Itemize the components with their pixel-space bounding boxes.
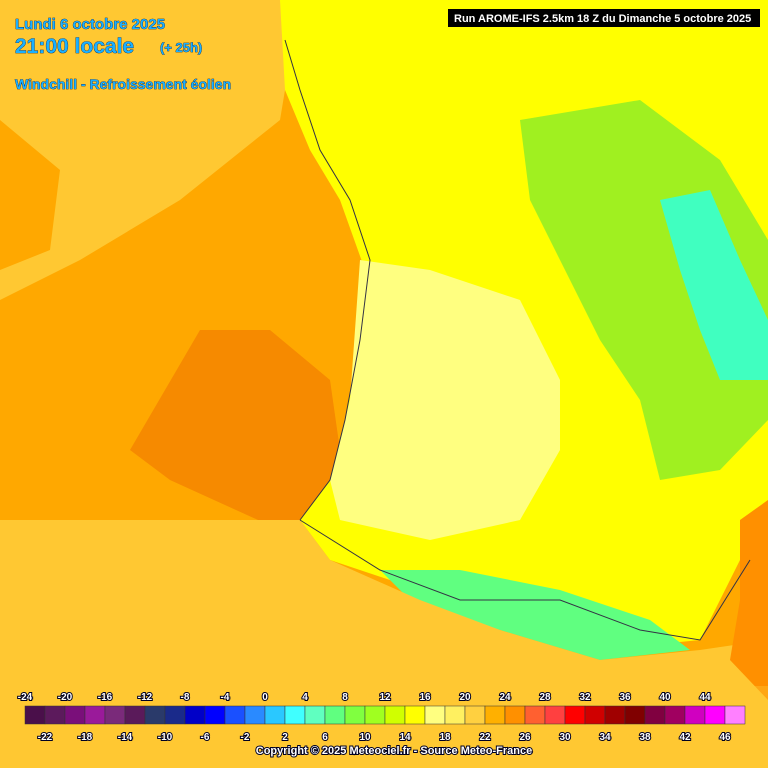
legend-swatch xyxy=(164,705,186,725)
legend-swatch xyxy=(464,705,486,725)
legend-swatch xyxy=(444,705,466,725)
legend-label: 30 xyxy=(559,732,571,743)
legend-label: -10 xyxy=(158,732,173,743)
legend-label: 26 xyxy=(519,732,531,743)
legend-swatch xyxy=(524,705,546,725)
legend-swatch xyxy=(204,705,226,725)
legend-swatch xyxy=(44,705,66,725)
land-warm xyxy=(330,260,560,540)
legend-swatch xyxy=(24,705,46,725)
legend-swatch xyxy=(364,705,386,725)
legend-swatch xyxy=(104,705,126,725)
legend-label: 12 xyxy=(379,692,391,703)
mountains xyxy=(380,570,690,660)
legend-swatch xyxy=(724,705,746,725)
parameter: Windchill - Refroissement éolien xyxy=(15,76,231,92)
legend-swatch xyxy=(564,705,586,725)
coastline xyxy=(284,39,751,641)
legend-label: -8 xyxy=(181,692,190,703)
legend-label: -2 xyxy=(241,732,250,743)
legend-swatch xyxy=(224,705,246,725)
legend-label: -4 xyxy=(221,692,230,703)
legend-label: 4 xyxy=(302,692,308,703)
legend-swatch xyxy=(344,705,366,725)
legend-label: -18 xyxy=(78,732,93,743)
legend-label: -6 xyxy=(201,732,210,743)
legend-swatch xyxy=(304,705,326,725)
legend-swatch xyxy=(184,705,206,725)
legend-swatch xyxy=(544,705,566,725)
legend-swatch xyxy=(124,705,146,725)
run-box xyxy=(448,9,760,27)
legend-label: -20 xyxy=(58,692,73,703)
legend-label: 2 xyxy=(282,732,288,743)
legend-swatch xyxy=(324,705,346,725)
legend-swatch xyxy=(664,705,686,725)
land-cold xyxy=(660,190,768,380)
legend-swatch xyxy=(64,705,86,725)
legend-label: 0 xyxy=(262,692,268,703)
legend-swatch xyxy=(504,705,526,725)
lead: (+ 25h) xyxy=(160,40,202,55)
ocean-zone xyxy=(0,120,60,270)
legend-swatch xyxy=(384,705,406,725)
legend-swatch xyxy=(284,705,306,725)
legend-label: 24 xyxy=(499,692,511,703)
legend-label: -24 xyxy=(18,692,33,703)
time: 21:00 locale xyxy=(15,35,134,58)
legend-label: 40 xyxy=(659,692,671,703)
legend-swatch xyxy=(644,705,666,725)
mediterranean xyxy=(730,500,768,700)
legend-swatch xyxy=(404,705,426,725)
legend-label: 20 xyxy=(459,692,471,703)
legend-swatch xyxy=(684,705,706,725)
legend-label: 14 xyxy=(399,732,411,743)
legend-swatch xyxy=(264,705,286,725)
legend-label: 44 xyxy=(699,692,711,703)
run: Run AROME-IFS 2.5km 18 Z du Dimanche 5 o… xyxy=(454,13,751,25)
ocean-cold xyxy=(130,330,340,530)
legend-label: -16 xyxy=(98,692,113,703)
legend-swatch xyxy=(84,705,106,725)
legend-label: 32 xyxy=(579,692,591,703)
legend-label: 34 xyxy=(599,732,611,743)
copyright: Copyright © 2025 Meteociel.fr - Source M… xyxy=(256,745,532,757)
date: Lundi 6 octobre 2025 xyxy=(15,16,165,33)
legend-swatch xyxy=(424,705,446,725)
legend-label: 46 xyxy=(719,732,731,743)
legend-label: 16 xyxy=(419,692,431,703)
legend-swatch xyxy=(244,705,266,725)
legend-label: 18 xyxy=(439,732,451,743)
legend-swatch xyxy=(484,705,506,725)
legend-swatch xyxy=(144,705,166,725)
legend-swatch xyxy=(704,705,726,725)
legend-label: 42 xyxy=(679,732,691,743)
legend-label: 8 xyxy=(342,692,348,703)
legend-label: 6 xyxy=(322,732,328,743)
legend-label: 28 xyxy=(539,692,551,703)
legend-swatch xyxy=(624,705,646,725)
legend-label: 38 xyxy=(639,732,651,743)
legend-label: 36 xyxy=(619,692,631,703)
ocean-warm xyxy=(0,0,300,300)
legend-label: 10 xyxy=(359,732,371,743)
legend-label: -12 xyxy=(138,692,153,703)
legend-swatch xyxy=(604,705,626,725)
legend-label: -14 xyxy=(118,732,133,743)
legend-swatch xyxy=(584,705,606,725)
legend-bg xyxy=(0,686,768,768)
legend-label: 22 xyxy=(479,732,491,743)
legend-label: -22 xyxy=(38,732,53,743)
